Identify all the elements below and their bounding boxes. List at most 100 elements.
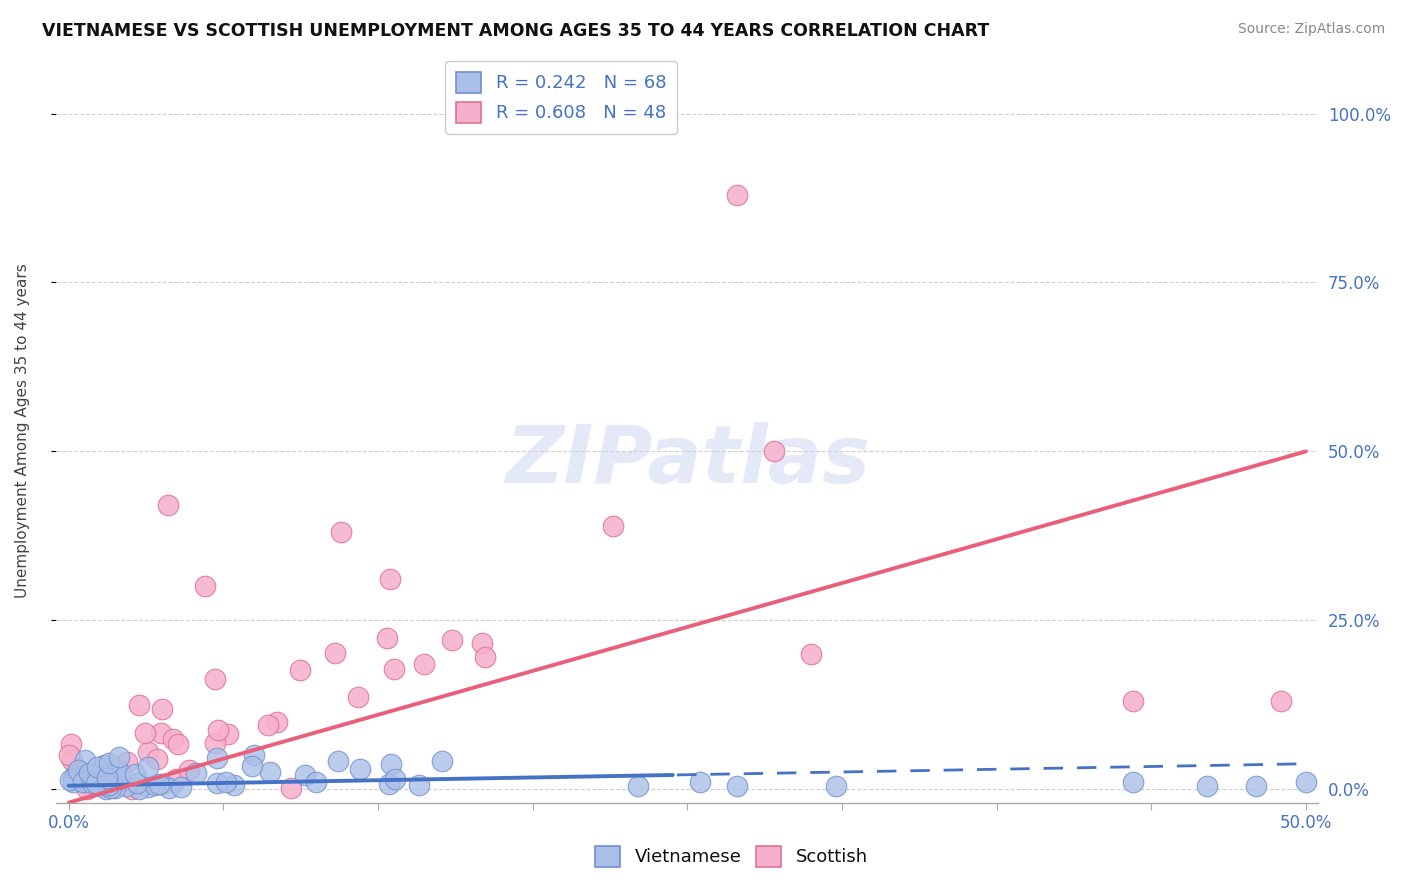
Point <box>104 780 127 795</box>
Text: Source: ZipAtlas.com: Source: ZipAtlas.com <box>1237 22 1385 37</box>
Point <box>326 754 349 768</box>
Point <box>471 636 494 650</box>
Text: ZIPatlas: ZIPatlas <box>505 422 870 500</box>
Point <box>59 737 82 751</box>
Point <box>94 780 117 795</box>
Point <box>100 777 122 791</box>
Point <box>148 777 170 791</box>
Point <box>115 756 138 770</box>
Point <box>1295 775 1317 789</box>
Point <box>114 780 136 794</box>
Point <box>72 775 94 789</box>
Point <box>377 631 399 645</box>
Point <box>725 779 748 793</box>
Point <box>80 776 103 790</box>
Point <box>1195 779 1218 793</box>
Point <box>79 770 101 784</box>
Point <box>86 764 108 779</box>
Point <box>150 701 173 715</box>
Point <box>84 774 107 789</box>
Point <box>93 758 115 772</box>
Point <box>1122 694 1144 708</box>
Point <box>824 779 846 793</box>
Point <box>127 776 149 790</box>
Point <box>162 732 184 747</box>
Point <box>124 767 146 781</box>
Point <box>186 766 208 780</box>
Point <box>177 763 200 777</box>
Point <box>146 752 169 766</box>
Point <box>1270 694 1292 708</box>
Point <box>87 770 110 784</box>
Point <box>243 748 266 763</box>
Point <box>136 760 159 774</box>
Point <box>800 647 823 661</box>
Point <box>156 499 179 513</box>
Point <box>408 779 430 793</box>
Point <box>66 764 89 778</box>
Point <box>97 768 120 782</box>
Point <box>62 753 84 767</box>
Point <box>150 726 173 740</box>
Point <box>121 781 143 796</box>
Point <box>689 775 711 789</box>
Point <box>79 780 101 794</box>
Point <box>94 774 117 789</box>
Point <box>259 764 281 779</box>
Point <box>75 775 97 789</box>
Point <box>84 772 107 786</box>
Point <box>134 725 156 739</box>
Point <box>170 780 193 795</box>
Point <box>62 769 84 783</box>
Point <box>217 727 239 741</box>
Point <box>762 444 785 458</box>
Y-axis label: Unemployment Among Ages 35 to 44 years: Unemployment Among Ages 35 to 44 years <box>15 264 30 599</box>
Point <box>725 187 748 202</box>
Point <box>1122 775 1144 789</box>
Point <box>108 750 131 764</box>
Point <box>378 572 401 586</box>
Point <box>384 772 406 786</box>
Point <box>323 646 346 660</box>
Point <box>59 772 82 787</box>
Point <box>207 723 229 738</box>
Point <box>224 778 246 792</box>
Point <box>266 714 288 729</box>
Point <box>159 781 181 796</box>
Point <box>294 768 316 782</box>
Point <box>136 745 159 759</box>
Point <box>207 750 229 764</box>
Point <box>58 748 80 763</box>
Point <box>167 737 190 751</box>
Point <box>240 758 263 772</box>
Point <box>204 736 226 750</box>
Point <box>205 775 228 789</box>
Point <box>329 525 352 540</box>
Point <box>96 771 118 785</box>
Point <box>77 774 100 789</box>
Point <box>76 782 98 797</box>
Point <box>62 774 84 789</box>
Point <box>107 763 129 777</box>
Text: VIETNAMESE VS SCOTTISH UNEMPLOYMENT AMONG AGES 35 TO 44 YEARS CORRELATION CHART: VIETNAMESE VS SCOTTISH UNEMPLOYMENT AMON… <box>42 22 990 40</box>
Point <box>94 781 117 796</box>
Point <box>105 776 128 790</box>
Point <box>86 779 108 793</box>
Point <box>288 663 311 677</box>
Point <box>380 756 402 771</box>
Point <box>378 777 401 791</box>
Point <box>152 777 174 791</box>
Point <box>110 767 132 781</box>
Point <box>349 762 371 776</box>
Point <box>280 781 302 796</box>
Point <box>62 772 84 786</box>
Point <box>143 778 166 792</box>
Point <box>346 690 368 704</box>
Point <box>1246 779 1268 793</box>
Legend: R = 0.242   N = 68, R = 0.608   N = 48: R = 0.242 N = 68, R = 0.608 N = 48 <box>446 62 678 134</box>
Legend: Vietnamese, Scottish: Vietnamese, Scottish <box>588 838 875 874</box>
Point <box>100 776 122 790</box>
Point <box>305 774 328 789</box>
Point <box>441 633 464 648</box>
Point <box>474 650 496 665</box>
